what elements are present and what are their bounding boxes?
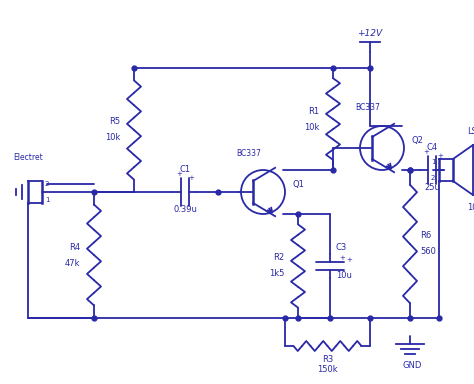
Text: 1: 1	[45, 197, 49, 203]
Text: 47k: 47k	[64, 258, 80, 268]
Text: 150k: 150k	[317, 366, 338, 374]
Text: BC337: BC337	[356, 104, 381, 113]
Text: R5: R5	[109, 118, 120, 126]
Text: +: +	[188, 175, 194, 181]
Text: +: +	[423, 149, 429, 155]
Text: 2: 2	[431, 175, 435, 181]
Text: R2: R2	[273, 253, 284, 263]
Text: LS1: LS1	[467, 127, 474, 136]
Text: +: +	[339, 255, 345, 261]
Text: Q1: Q1	[293, 179, 305, 189]
Text: +12V: +12V	[357, 30, 383, 38]
Text: R1: R1	[308, 106, 319, 116]
Text: 10k: 10k	[105, 134, 120, 142]
Text: BC337: BC337	[237, 149, 262, 159]
Text: 1k5: 1k5	[269, 270, 284, 278]
Text: 1: 1	[431, 159, 435, 165]
Text: 0.39u: 0.39u	[173, 205, 197, 215]
Text: R6: R6	[420, 232, 431, 240]
Text: +: +	[437, 153, 443, 159]
Text: 10k: 10k	[304, 122, 319, 131]
Text: Q2: Q2	[412, 136, 424, 144]
Text: Electret: Electret	[13, 152, 43, 162]
Text: 25u: 25u	[424, 184, 440, 192]
Text: +: +	[176, 171, 182, 177]
Text: +: +	[346, 257, 352, 263]
Text: C3: C3	[336, 243, 347, 253]
Text: R4: R4	[69, 243, 80, 252]
Text: C4: C4	[427, 144, 438, 152]
Text: 100: 100	[467, 204, 474, 212]
Text: 2: 2	[45, 181, 49, 187]
Text: GND: GND	[402, 361, 422, 371]
Text: R3: R3	[322, 356, 333, 364]
Text: 10u: 10u	[336, 271, 352, 280]
Text: C1: C1	[180, 166, 191, 174]
Text: 560: 560	[420, 248, 436, 257]
